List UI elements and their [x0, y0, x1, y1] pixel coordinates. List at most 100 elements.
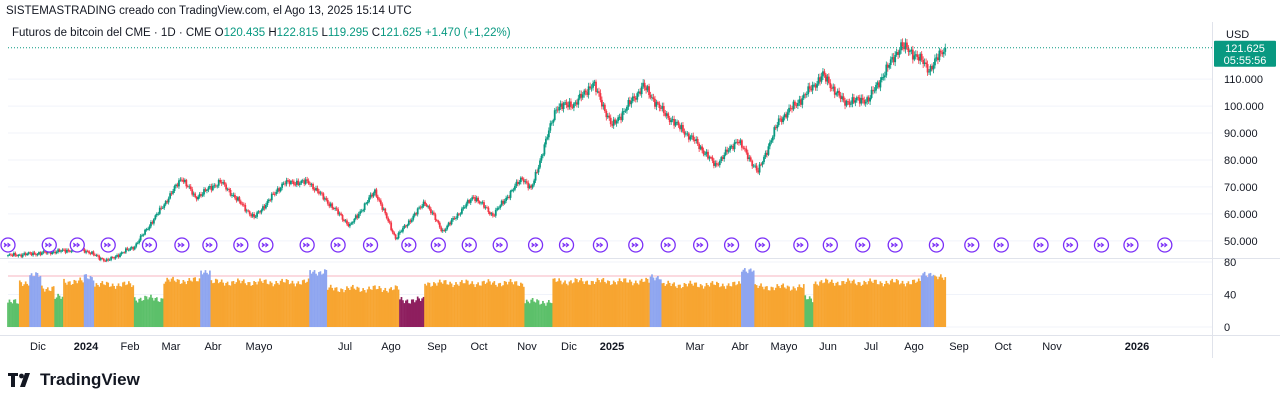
oscillator-bar — [741, 271, 743, 327]
candle — [593, 79, 596, 86]
candle-body — [43, 251, 46, 253]
candle-body — [24, 253, 27, 256]
candle — [251, 212, 254, 218]
oscillator-bar — [387, 292, 390, 327]
oscillator-bar — [138, 298, 141, 327]
oscillator-bar — [214, 278, 217, 327]
time-tick-label: Nov — [1042, 341, 1062, 353]
candle — [525, 178, 528, 185]
candle — [826, 74, 829, 86]
event-marker-icon — [362, 237, 379, 253]
candle-body — [788, 107, 790, 113]
candle-body — [645, 87, 648, 91]
oscillator-bar — [328, 287, 331, 327]
candle-body — [879, 80, 882, 88]
candle-body — [854, 100, 857, 103]
oscillator-bar — [717, 282, 720, 327]
candle-body — [309, 183, 312, 185]
candle-body — [944, 47, 947, 52]
oscillator-bar — [188, 278, 191, 327]
candle-body — [827, 76, 830, 83]
candle — [904, 38, 907, 54]
oscillator-bar — [592, 281, 594, 327]
candle-body — [782, 117, 785, 123]
oscillator-bar — [257, 281, 260, 327]
oscillator-bar — [783, 287, 786, 327]
oscillator-bar — [755, 285, 758, 327]
oscillator-bar — [920, 275, 923, 327]
price-badge-background — [1214, 40, 1276, 67]
candle-body — [266, 201, 269, 205]
candle-body — [306, 179, 309, 181]
candle — [447, 221, 450, 228]
candle — [285, 177, 288, 187]
candle-body — [592, 83, 594, 88]
oscillator-bar — [242, 279, 245, 327]
oscillator-bar — [715, 281, 718, 327]
candle-body — [537, 167, 540, 173]
oscillator-bar — [57, 293, 59, 327]
oscillator-bar — [726, 285, 729, 327]
candle — [291, 179, 294, 184]
oscillator-bar — [761, 286, 764, 327]
candle-body — [866, 97, 869, 102]
tradingview-logo[interactable]: TradingView — [8, 370, 140, 390]
oscillator-bar — [514, 281, 516, 327]
candle — [578, 90, 581, 101]
candle-body — [907, 47, 910, 52]
candle-body — [263, 206, 266, 209]
candle-body — [101, 258, 104, 259]
oscillator-bar — [748, 269, 751, 327]
candle — [757, 167, 760, 175]
candle-body — [850, 103, 852, 105]
oscillator-bar — [226, 281, 229, 327]
candle-body — [503, 200, 506, 204]
candle — [347, 221, 350, 228]
candle-body — [633, 96, 636, 99]
candle — [897, 49, 900, 59]
oscillator-bar — [32, 276, 34, 327]
candle-body — [873, 90, 876, 92]
oscillator-bar — [161, 298, 164, 327]
candle — [544, 136, 547, 148]
candle — [571, 104, 574, 110]
oscillator-bar — [568, 281, 571, 327]
candle — [235, 195, 238, 203]
candle-body — [575, 102, 578, 105]
candle-body — [751, 160, 754, 167]
candle-body — [124, 248, 127, 253]
candle — [680, 122, 683, 133]
oscillator-bar — [496, 286, 499, 327]
candle-body — [869, 97, 872, 102]
oscillator-bar — [511, 282, 513, 327]
candle — [192, 191, 195, 197]
candle-body — [739, 140, 742, 144]
candle — [707, 149, 709, 160]
candle-body — [231, 195, 233, 197]
candle — [446, 224, 449, 231]
candle-body — [278, 188, 281, 192]
candle — [477, 196, 480, 204]
candle — [220, 179, 223, 186]
oscillator-bar — [732, 282, 734, 327]
low-label: L — [321, 27, 328, 39]
high-label: H — [268, 27, 277, 39]
candle — [306, 176, 309, 184]
candle-body — [17, 254, 20, 257]
candle — [876, 80, 879, 89]
candle — [934, 54, 936, 69]
candle — [226, 187, 229, 192]
candle — [850, 100, 852, 108]
candle — [410, 217, 413, 224]
candle-body — [730, 145, 733, 147]
oscillator-bar — [729, 286, 731, 327]
candle-body — [404, 225, 407, 227]
candle — [617, 114, 620, 124]
oscillator-bar — [857, 282, 860, 327]
candle-body — [754, 165, 757, 167]
oscillator-bar — [587, 284, 590, 327]
candle — [399, 229, 401, 235]
candle-body — [469, 199, 472, 203]
candle — [241, 201, 244, 207]
candle — [310, 182, 313, 187]
